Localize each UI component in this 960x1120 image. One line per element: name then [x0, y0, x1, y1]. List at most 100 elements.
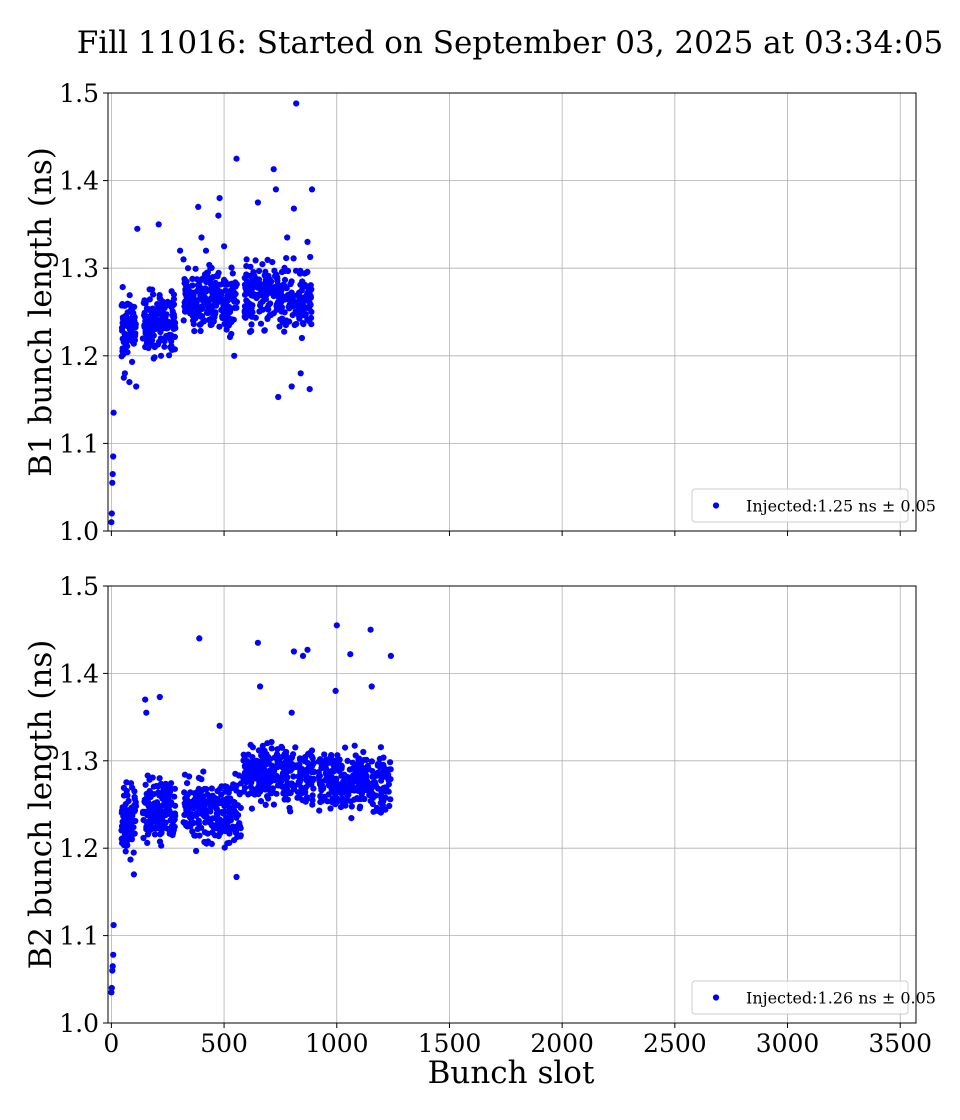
data-point — [168, 342, 175, 350]
data-point — [262, 751, 269, 758]
data-point — [221, 243, 228, 250]
x-tick-label: 2000 — [530, 1029, 594, 1058]
data-point — [162, 780, 169, 787]
data-point — [122, 333, 129, 340]
data-point — [163, 333, 170, 340]
data-point — [180, 317, 187, 324]
data-point — [230, 806, 238, 814]
data-point — [374, 761, 382, 768]
data-point — [119, 818, 126, 825]
data-point — [290, 773, 297, 780]
y-tick-label: 1.1 — [59, 429, 99, 458]
data-point — [231, 352, 238, 359]
data-point — [198, 824, 205, 831]
data-point — [215, 212, 222, 219]
y-tick-label: 1.5 — [59, 572, 99, 601]
data-point — [263, 782, 271, 789]
data-point — [289, 761, 297, 769]
data-point — [335, 758, 342, 765]
data-point — [351, 796, 358, 803]
data-point — [270, 768, 277, 775]
data-point — [387, 766, 394, 773]
data-point — [232, 812, 239, 819]
data-point — [237, 804, 244, 812]
data-point — [144, 819, 152, 826]
data-point — [279, 315, 286, 322]
data-point — [255, 747, 262, 754]
data-point — [171, 314, 178, 321]
data-point — [281, 276, 289, 283]
data-point — [155, 320, 162, 327]
x-tick-label: 500 — [200, 1029, 248, 1058]
data-point — [307, 253, 314, 261]
data-point — [189, 275, 196, 282]
data-point — [293, 100, 300, 107]
x-tick-label: 1000 — [305, 1029, 369, 1058]
data-point — [245, 791, 252, 798]
data-point — [272, 186, 279, 193]
data-point — [220, 279, 227, 286]
data-point — [363, 774, 370, 781]
data-point — [368, 683, 375, 690]
data-point — [261, 327, 268, 334]
data-point — [243, 312, 250, 319]
data-point — [257, 798, 265, 805]
data-point — [228, 319, 235, 326]
data-point — [201, 829, 208, 836]
x-tick-label: 3000 — [756, 1029, 820, 1058]
data-point — [347, 651, 354, 658]
data-point — [168, 780, 175, 787]
data-point — [247, 783, 254, 790]
data-point — [191, 790, 198, 797]
data-point — [150, 317, 157, 324]
data-point — [214, 822, 221, 830]
data-point — [273, 751, 281, 758]
data-point — [290, 205, 297, 212]
data-point — [196, 832, 203, 839]
y-tick-label: 1.1 — [59, 922, 99, 951]
data-point — [317, 792, 324, 800]
data-point — [109, 471, 116, 478]
data-point — [155, 783, 162, 790]
data-point — [304, 646, 311, 653]
data-point — [301, 294, 308, 301]
data-point — [333, 799, 340, 806]
data-point — [316, 807, 323, 814]
data-point — [123, 840, 130, 847]
y-tick-label: 1.3 — [59, 747, 99, 776]
data-point — [248, 805, 255, 812]
data-point — [192, 265, 199, 272]
data-point — [256, 308, 263, 315]
data-point — [269, 774, 276, 781]
data-point — [333, 795, 340, 802]
data-point — [110, 409, 117, 416]
data-point — [264, 256, 271, 263]
data-point — [120, 807, 127, 814]
data-point — [195, 203, 202, 210]
data-point — [127, 856, 134, 863]
data-point — [215, 269, 222, 276]
data-point — [157, 352, 165, 359]
data-point — [281, 763, 289, 770]
data-point — [283, 255, 290, 262]
data-point — [132, 817, 139, 825]
data-point — [302, 798, 309, 805]
data-point — [200, 768, 207, 775]
data-point — [204, 838, 212, 845]
data-point — [146, 296, 153, 303]
data-point — [281, 328, 288, 335]
data-point — [224, 314, 232, 321]
data-point — [118, 353, 125, 360]
data-point — [318, 787, 325, 794]
data-point — [265, 282, 272, 289]
data-point — [194, 303, 201, 310]
data-point — [141, 322, 148, 329]
legend-box — [691, 488, 909, 523]
data-point — [198, 313, 206, 320]
data-point — [196, 635, 203, 642]
data-point — [262, 801, 269, 809]
data-point — [252, 279, 259, 286]
data-point — [172, 802, 179, 809]
data-point — [358, 785, 365, 792]
data-point — [284, 234, 291, 241]
